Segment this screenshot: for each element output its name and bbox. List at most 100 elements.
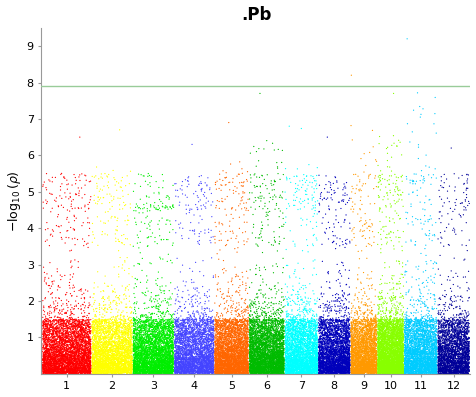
Point [57, 333, 64, 340]
Point [48, 358, 56, 365]
Point [424, 353, 431, 359]
Point [211, 345, 219, 352]
Point [438, 355, 446, 361]
Point [457, 344, 465, 351]
Point [85, 363, 93, 370]
Point [144, 357, 151, 363]
Point [71, 362, 79, 368]
Point [268, 364, 276, 371]
Point [454, 320, 461, 327]
Point [411, 330, 419, 337]
Point [232, 361, 239, 367]
Point [198, 367, 206, 374]
Point [92, 200, 99, 206]
Point [316, 321, 324, 327]
Point [365, 358, 373, 364]
Point [133, 347, 140, 353]
Point [330, 337, 337, 343]
Point [51, 319, 59, 325]
Point [171, 351, 178, 357]
Point [130, 364, 138, 371]
Point [252, 329, 259, 335]
Point [52, 295, 60, 301]
Point [274, 368, 282, 375]
Point [242, 349, 250, 356]
Point [394, 316, 402, 323]
Point [160, 358, 168, 364]
Point [438, 346, 446, 353]
Point [237, 357, 244, 363]
Point [345, 331, 352, 337]
Point [70, 344, 78, 350]
Point [288, 355, 295, 362]
Point [72, 366, 79, 372]
Point [342, 358, 349, 365]
Point [443, 355, 451, 362]
Point [442, 369, 450, 376]
Point [378, 363, 386, 369]
Point [226, 332, 234, 339]
Point [115, 354, 122, 360]
Point [353, 347, 361, 353]
Point [44, 337, 51, 343]
Point [360, 351, 367, 357]
Point [422, 323, 430, 330]
Point [459, 369, 466, 375]
Point [63, 228, 71, 234]
Point [234, 333, 241, 339]
Point [141, 347, 149, 354]
Point [324, 337, 331, 343]
Point [370, 234, 378, 240]
Point [425, 357, 433, 364]
Point [312, 322, 319, 328]
Point [392, 359, 400, 366]
Point [229, 368, 237, 374]
Point [107, 358, 115, 364]
Point [93, 357, 100, 363]
Point [357, 327, 365, 333]
Point [309, 347, 317, 354]
Point [156, 350, 164, 357]
Point [345, 366, 352, 372]
Point [404, 324, 411, 331]
Point [398, 328, 406, 334]
Point [371, 367, 378, 373]
Point [279, 339, 287, 346]
Point [359, 358, 367, 364]
Point [284, 367, 292, 373]
Point [296, 317, 303, 323]
Point [304, 356, 311, 362]
Point [354, 367, 362, 374]
Point [253, 348, 261, 354]
Point [159, 357, 167, 363]
Point [219, 370, 227, 376]
Point [157, 357, 164, 363]
Point [99, 361, 106, 368]
Point [388, 335, 396, 342]
Point [155, 304, 163, 310]
Point [139, 326, 147, 332]
Point [372, 368, 380, 374]
Point [203, 366, 210, 372]
Point [114, 355, 121, 361]
Point [269, 370, 277, 377]
Point [398, 326, 406, 332]
Point [266, 359, 274, 366]
Point [266, 320, 273, 326]
Point [111, 351, 119, 357]
Point [296, 354, 303, 360]
Point [209, 347, 217, 354]
Point [250, 356, 258, 362]
Point [445, 336, 452, 342]
Point [299, 353, 307, 359]
Point [70, 358, 78, 364]
Point [303, 351, 310, 358]
Point [228, 340, 236, 346]
Point [337, 318, 345, 325]
Point [41, 356, 49, 362]
Point [114, 362, 122, 368]
Point [133, 353, 141, 359]
Point [159, 364, 167, 370]
Point [350, 332, 357, 338]
Point [334, 366, 341, 372]
